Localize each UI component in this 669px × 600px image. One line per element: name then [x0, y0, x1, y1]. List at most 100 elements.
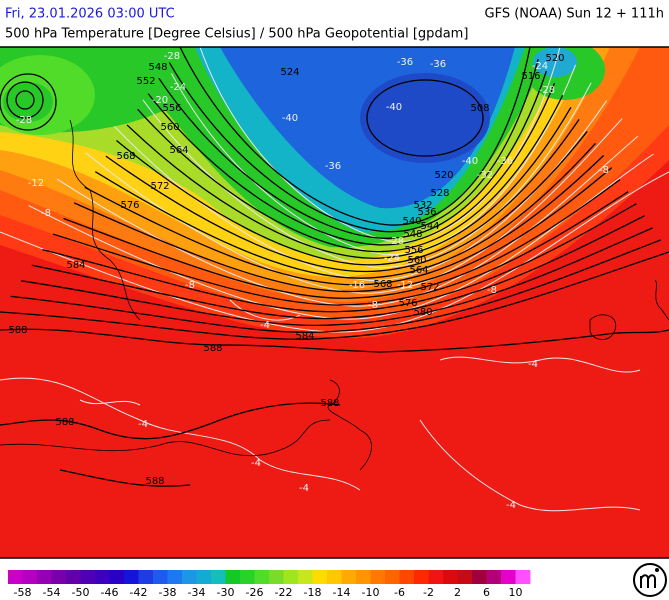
- temperature-label: -8: [368, 300, 378, 311]
- logo-mark: [640, 574, 656, 588]
- geopotential-label: 560: [407, 255, 426, 266]
- isoline: [147, 82, 556, 246]
- logo: [633, 563, 667, 597]
- colorbar-tick-label: 10: [509, 586, 523, 599]
- geopotential-label: 528: [430, 188, 449, 199]
- colorbar-swatch: [298, 570, 313, 584]
- colorbar: -58 -54 -50 -46 -42 -38 -34 -30 -26 -22 -18 -14 -10-…: [8, 570, 531, 599]
- colorbar-swatch: [443, 570, 458, 584]
- temperature-label: -28: [16, 115, 32, 126]
- geopotential-isolines: [0, 47, 669, 487]
- temperature-label: -40: [462, 156, 478, 167]
- temperature-label: -24: [384, 253, 400, 264]
- geopotential-label: 580: [413, 307, 432, 318]
- colorbar-tick-label: -46: [101, 586, 119, 599]
- isoline: [158, 70, 547, 239]
- temperature-label: -36: [397, 57, 413, 68]
- temperature-label: -40: [386, 102, 402, 113]
- temperature-label: -4: [299, 483, 309, 494]
- temperature-label: -4: [260, 320, 270, 331]
- isoline: [42, 203, 637, 313]
- geopotential-label: 520: [545, 53, 564, 64]
- colorbar-swatch: [486, 570, 502, 584]
- isoline: [179, 47, 531, 226]
- logo-ring: [633, 563, 667, 597]
- temperature-label: -20: [152, 95, 168, 106]
- isoline: [21, 227, 653, 327]
- isoline: [0, 377, 361, 491]
- temperature-label: -4: [528, 359, 538, 370]
- colorbar-tick-label: -42: [130, 586, 148, 599]
- geopotential-label: 556: [404, 245, 423, 256]
- colorbar-swatch: [37, 570, 52, 584]
- colorbar-swatch: [167, 570, 183, 584]
- geopotential-label: 576: [398, 298, 417, 309]
- isoline: [105, 131, 588, 273]
- coastline: [69, 119, 141, 321]
- colorbar-swatch: [95, 570, 110, 584]
- colorbar-swatch: [211, 570, 226, 584]
- geopotential-label: 532: [413, 200, 432, 211]
- colorbar-tick-label: -6: [394, 586, 405, 599]
- colorbar-swatch: [225, 570, 241, 584]
- colorbar-swatch: [385, 570, 400, 584]
- temperature-label: -8: [487, 285, 497, 296]
- geopotential-label: 588: [145, 476, 164, 487]
- isoline: [15, 90, 35, 110]
- colorbar-tick-label: -22: [275, 586, 293, 599]
- colorbar-tick-label: 6: [483, 586, 490, 599]
- isoline: [0, 171, 669, 333]
- isoline: [94, 143, 596, 279]
- colorbar-swatch: [240, 570, 255, 584]
- colorbar-tick-label: -50: [72, 586, 90, 599]
- colorbar-swatch: [269, 570, 284, 584]
- colorbar-swatch: [428, 570, 444, 584]
- temperature-label: -16: [349, 280, 365, 291]
- geopotential-label: 564: [409, 265, 428, 276]
- valid-time: Fri, 23.01.2026 03:00 UTC: [5, 7, 175, 22]
- colorbar-tick-label: -10: [362, 586, 380, 599]
- geopotential-label: 588: [203, 343, 222, 354]
- colorbar-swatch: [370, 570, 386, 584]
- colorbar-swatch: [399, 570, 415, 584]
- temperature-label: -4: [251, 458, 261, 469]
- temperature-label: -36: [325, 161, 341, 172]
- colorbar-swatch: [138, 570, 154, 584]
- temperature-label: -36: [430, 59, 446, 70]
- warm-pocket: [533, 47, 577, 77]
- geopotential-label: 584: [66, 260, 85, 271]
- colorbar-swatch: [327, 570, 342, 584]
- temperature-label: -4: [138, 419, 148, 430]
- colorbar-swatch: [80, 570, 96, 584]
- temperature-label: -28: [539, 85, 555, 96]
- geopotential-label: 516: [521, 71, 540, 82]
- isoline: [170, 64, 577, 256]
- colorbar-swatch: [515, 570, 531, 584]
- geopotential-label: 544: [420, 221, 439, 232]
- geopotential-label: 520: [434, 170, 453, 181]
- colorbar-swatch: [8, 570, 23, 584]
- colorbar-swatch: [414, 570, 429, 584]
- colorbar-tick-label: 2: [454, 586, 461, 599]
- isoline: [10, 239, 662, 333]
- geopotential-label: 572: [420, 282, 439, 293]
- model-run: GFS (NOAA) Sun 12 + 111h: [485, 7, 664, 22]
- geopotential-label: 548: [148, 62, 167, 73]
- isoline: [6, 81, 44, 119]
- colorbar-swatch: [341, 570, 357, 584]
- geopotential-label: 572: [150, 181, 169, 192]
- colorbar-tick-label: -38: [159, 586, 177, 599]
- isoline: [0, 402, 341, 440]
- colorbar-swatch: [22, 570, 38, 584]
- colorbar-tick-label: -18: [304, 586, 322, 599]
- colorbar-tick-label: -34: [188, 586, 206, 599]
- isoline: [73, 167, 613, 293]
- coastline: [654, 279, 669, 321]
- isoline: [366, 79, 484, 157]
- colorbar-tick-label: -14: [333, 586, 351, 599]
- geopotential-label: 588: [8, 325, 27, 336]
- geopotential-label: 584: [295, 331, 314, 342]
- colorbar-swatch: [472, 570, 487, 584]
- isoline: [419, 419, 641, 512]
